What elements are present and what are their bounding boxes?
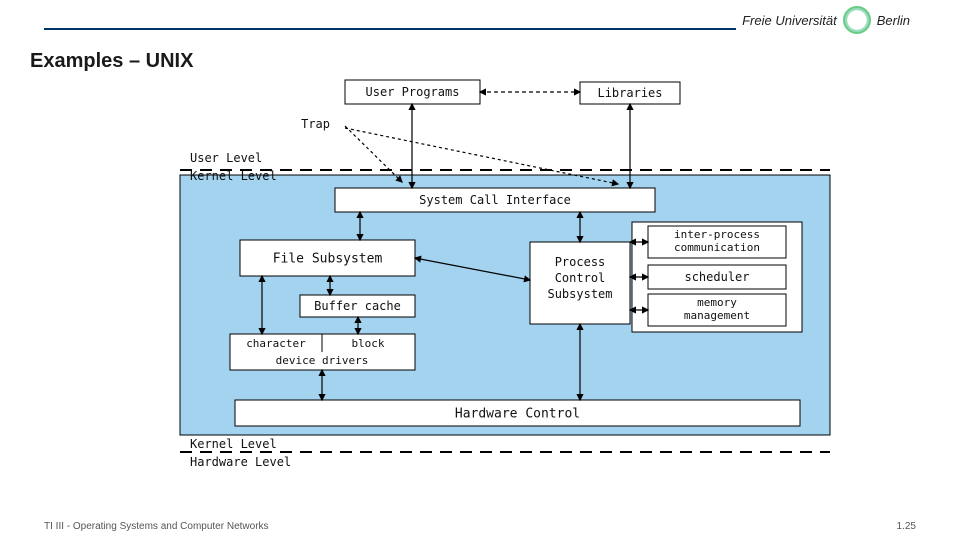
svg-text:block: block — [351, 337, 384, 350]
svg-text:Subsystem: Subsystem — [547, 287, 612, 301]
svg-text:Buffer cache: Buffer cache — [314, 299, 401, 313]
svg-text:scheduler: scheduler — [684, 270, 749, 284]
slide-title: Examples – UNIX — [30, 50, 193, 73]
svg-text:character: character — [246, 337, 306, 350]
svg-text:memory: memory — [697, 296, 737, 309]
logo-text-2: Berlin — [877, 13, 910, 28]
svg-text:Hardware Control: Hardware Control — [455, 407, 580, 422]
logo-text-1: Freie Universität — [742, 13, 837, 28]
svg-text:Libraries: Libraries — [597, 86, 662, 100]
svg-text:inter-process: inter-process — [674, 228, 760, 241]
university-logo: Freie Universität Berlin — [736, 6, 916, 34]
svg-text:Kernel Level: Kernel Level — [190, 169, 277, 183]
svg-text:User Level: User Level — [190, 151, 262, 165]
svg-text:Kernel Level: Kernel Level — [190, 437, 277, 451]
svg-text:Process: Process — [555, 255, 606, 269]
svg-text:communication: communication — [674, 241, 760, 254]
footer-right: 1.25 — [897, 521, 916, 532]
svg-text:Hardware Level: Hardware Level — [190, 455, 291, 469]
svg-text:System Call Interface: System Call Interface — [419, 193, 571, 207]
slide: Freie Universität Berlin Examples – UNIX… — [0, 0, 960, 540]
svg-text:device drivers: device drivers — [276, 354, 369, 367]
footer-left: TI III - Operating Systems and Computer … — [44, 521, 269, 532]
logo-text: Freie Universität — [742, 13, 837, 28]
seal-icon — [843, 6, 871, 34]
svg-text:management: management — [684, 309, 750, 322]
unix-architecture-diagram: User Programs Libraries System Call Interf… — [180, 80, 830, 480]
svg-text:Control: Control — [555, 271, 606, 285]
svg-text:Trap: Trap — [301, 117, 330, 131]
svg-text:File Subsystem: File Subsystem — [273, 252, 383, 267]
svg-text:User Programs: User Programs — [366, 85, 460, 99]
